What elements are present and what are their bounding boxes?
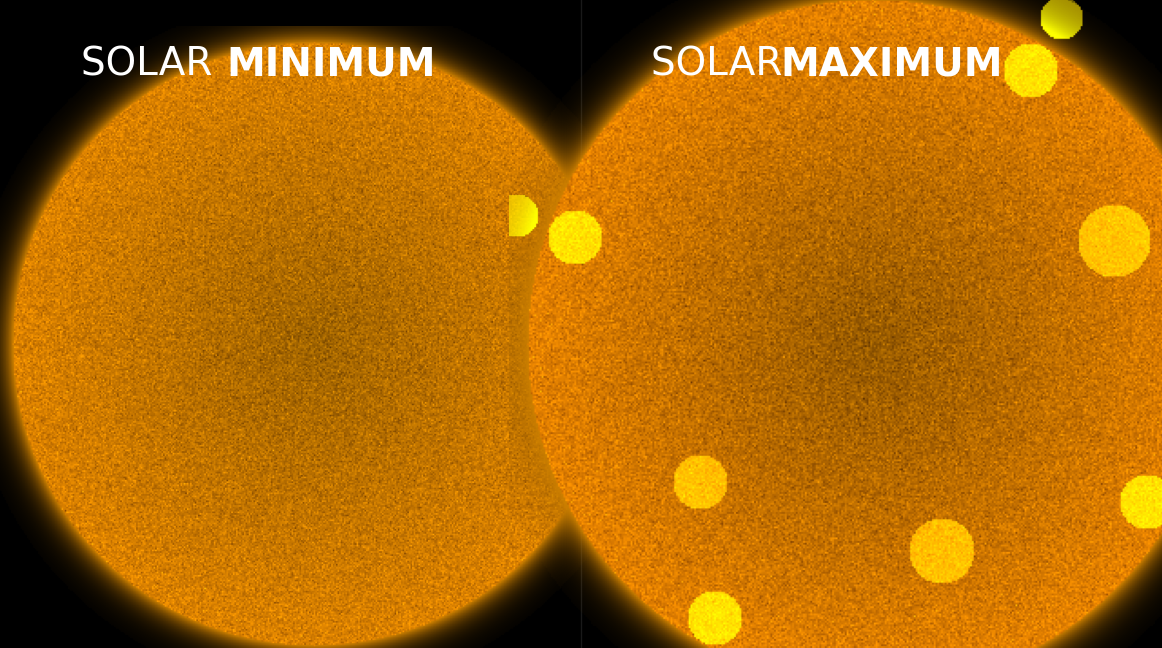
Text: SOLAR: SOLAR: [651, 45, 795, 84]
Text: SOLAR: SOLAR: [81, 45, 225, 84]
Text: MAXIMUM: MAXIMUM: [781, 45, 1003, 84]
Text: MINIMUM: MINIMUM: [227, 45, 436, 84]
